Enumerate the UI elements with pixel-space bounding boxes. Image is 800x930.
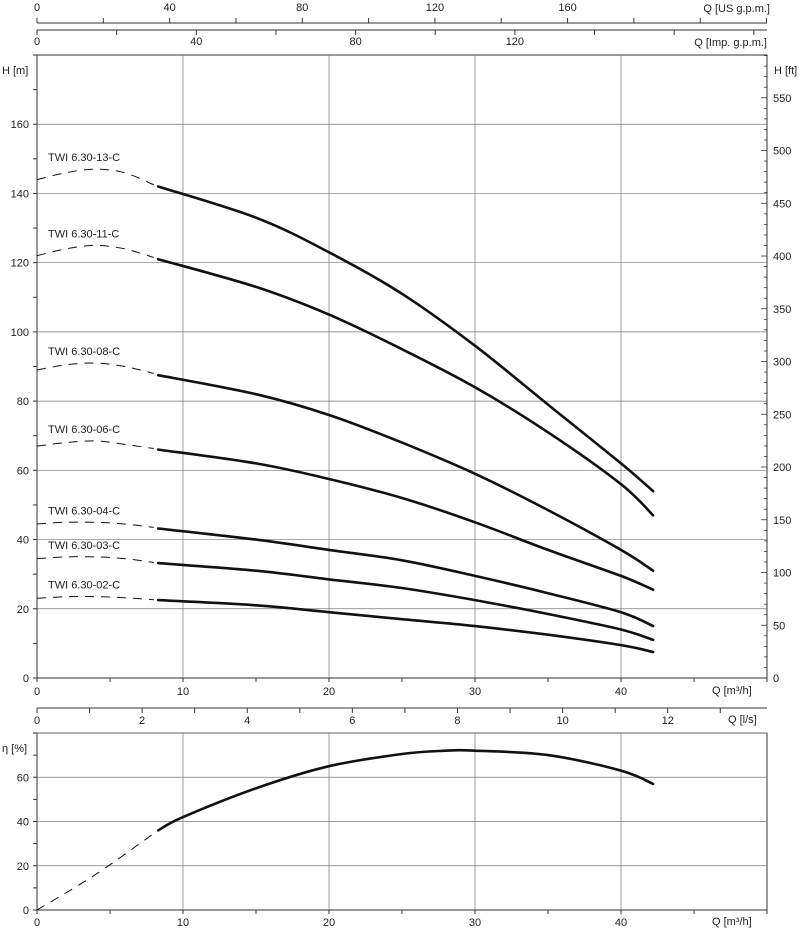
curve-dashed-twi-6-30-13-c bbox=[36, 168, 154, 186]
head-x-tick-label: 40 bbox=[615, 686, 627, 698]
series-label: TWI 6.30-11-C bbox=[48, 228, 119, 240]
series-label: TWI 6.30-02-C bbox=[48, 580, 120, 592]
ls-axis-tick-label: 4 bbox=[244, 715, 250, 727]
eff-curve-dashed bbox=[36, 829, 159, 911]
head-x-tick-label: 0 bbox=[34, 686, 40, 698]
series-label: TWI 6.30-04-C bbox=[48, 505, 120, 517]
head-right-ft-label: 50 bbox=[773, 620, 785, 632]
curve-twi-6-30-08-c bbox=[156, 373, 655, 572]
eff-x-tick-label: 10 bbox=[177, 917, 189, 929]
curve-twi-6-30-13-c bbox=[156, 185, 655, 493]
head-y-tick-label: 140 bbox=[11, 188, 29, 200]
h-axis-label: H [m] bbox=[2, 65, 28, 77]
top-axis-imp-tick-label: 0 bbox=[34, 36, 40, 48]
head-y-tick-label: 100 bbox=[11, 327, 29, 339]
q-axis-label: Q [m³/h] bbox=[712, 685, 752, 697]
series-label: TWI 6.30-13-C bbox=[48, 152, 120, 164]
head-right-ft-label: 400 bbox=[773, 251, 791, 263]
h-ft-axis-label: H [ft] bbox=[774, 65, 797, 77]
eff-y-tick-label: 0 bbox=[23, 905, 29, 917]
eff-x-tick-label: 20 bbox=[323, 917, 335, 929]
top-axis-us-label: Q [US g.p.m.] bbox=[703, 3, 770, 15]
eff-x-tick-label: 40 bbox=[615, 917, 627, 929]
curve-twi-6-30-04-c bbox=[156, 527, 655, 628]
curve-dashed-twi-6-30-11-c bbox=[36, 244, 154, 258]
ls-axis-tick-label: 8 bbox=[454, 715, 460, 727]
top-axis-imp-tick-label: 80 bbox=[349, 36, 361, 48]
curve-twi-6-30-02-c bbox=[156, 598, 655, 654]
curve-dashed-twi-6-30-04-c bbox=[36, 521, 154, 528]
head-y-tick-label: 120 bbox=[11, 258, 29, 270]
head-right-ft-label: 500 bbox=[773, 146, 791, 158]
head-y-tick-label: 160 bbox=[11, 119, 29, 131]
top-axis-us-tick-label: 0 bbox=[34, 2, 40, 14]
top-axis-imp-label: Q [Imp. g.p.m.] bbox=[694, 37, 767, 49]
head-right-ft-label: 450 bbox=[773, 198, 791, 210]
curve-dashed-twi-6-30-03-c bbox=[36, 556, 154, 563]
ls-axis-tick-label: 2 bbox=[139, 715, 145, 727]
ls-axis-tick-label: 10 bbox=[556, 715, 568, 727]
head-y-tick-label: 80 bbox=[17, 396, 29, 408]
head-x-tick-label: 20 bbox=[323, 686, 335, 698]
curve-dashed-twi-6-30-08-c bbox=[36, 362, 154, 374]
head-x-tick-label: 10 bbox=[177, 686, 189, 698]
eff-curve bbox=[156, 748, 655, 832]
head-y-tick-label: 40 bbox=[17, 535, 29, 547]
head-right-ft-label: 300 bbox=[773, 357, 791, 369]
top-axis-imp-tick-label: 120 bbox=[506, 36, 524, 48]
top-axis-us-tick-label: 40 bbox=[164, 2, 176, 14]
series-label: TWI 6.30-03-C bbox=[48, 540, 120, 552]
curve-dashed-twi-6-30-06-c bbox=[36, 440, 154, 449]
eff-x-tick-label: 0 bbox=[34, 917, 40, 929]
head-right-ft-label: 200 bbox=[773, 462, 791, 474]
head-y-tick-label: 0 bbox=[23, 673, 29, 685]
eff-y-tick-label: 40 bbox=[17, 817, 29, 829]
curve-twi-6-30-11-c bbox=[156, 257, 655, 517]
curve-twi-6-30-06-c bbox=[156, 448, 655, 591]
top-axis-us-tick-label: 160 bbox=[558, 2, 576, 14]
head-right-ft-label: 0 bbox=[773, 673, 779, 685]
series-label: TWI 6.30-06-C bbox=[48, 424, 120, 436]
eff-y-tick-label: 60 bbox=[17, 772, 29, 784]
eff-y-tick-label: 20 bbox=[17, 861, 29, 873]
top-axis-us-tick-label: 80 bbox=[296, 2, 308, 14]
top-axis-us-tick-label: 120 bbox=[426, 2, 444, 14]
curve-twi-6-30-03-c bbox=[156, 561, 655, 642]
head-right-ft-label: 250 bbox=[773, 409, 791, 421]
head-right-ft-label: 550 bbox=[773, 93, 791, 105]
ls-axis-tick-label: 0 bbox=[34, 715, 40, 727]
series-label: TWI 6.30-08-C bbox=[48, 346, 120, 358]
eta-axis-label: η [%] bbox=[2, 743, 27, 755]
head-right-ft-label: 150 bbox=[773, 515, 791, 527]
head-right-ft-label: 350 bbox=[773, 304, 791, 316]
ls-axis-tick-label: 12 bbox=[662, 715, 674, 727]
head-right-ft-label: 100 bbox=[773, 568, 791, 580]
curve-dashed-twi-6-30-02-c bbox=[36, 596, 154, 601]
ls-axis-tick-label: 6 bbox=[349, 715, 355, 727]
head-plot-frame bbox=[36, 54, 768, 679]
q-axis-label-bottom: Q [m³/h] bbox=[712, 916, 752, 928]
ls-axis-label: Q [l/s] bbox=[728, 714, 757, 726]
head-x-tick-label: 30 bbox=[469, 686, 481, 698]
head-y-tick-label: 60 bbox=[17, 465, 29, 477]
eff-x-tick-label: 30 bbox=[469, 917, 481, 929]
top-axis-imp-tick-label: 40 bbox=[190, 36, 202, 48]
head-y-tick-label: 20 bbox=[17, 604, 29, 616]
